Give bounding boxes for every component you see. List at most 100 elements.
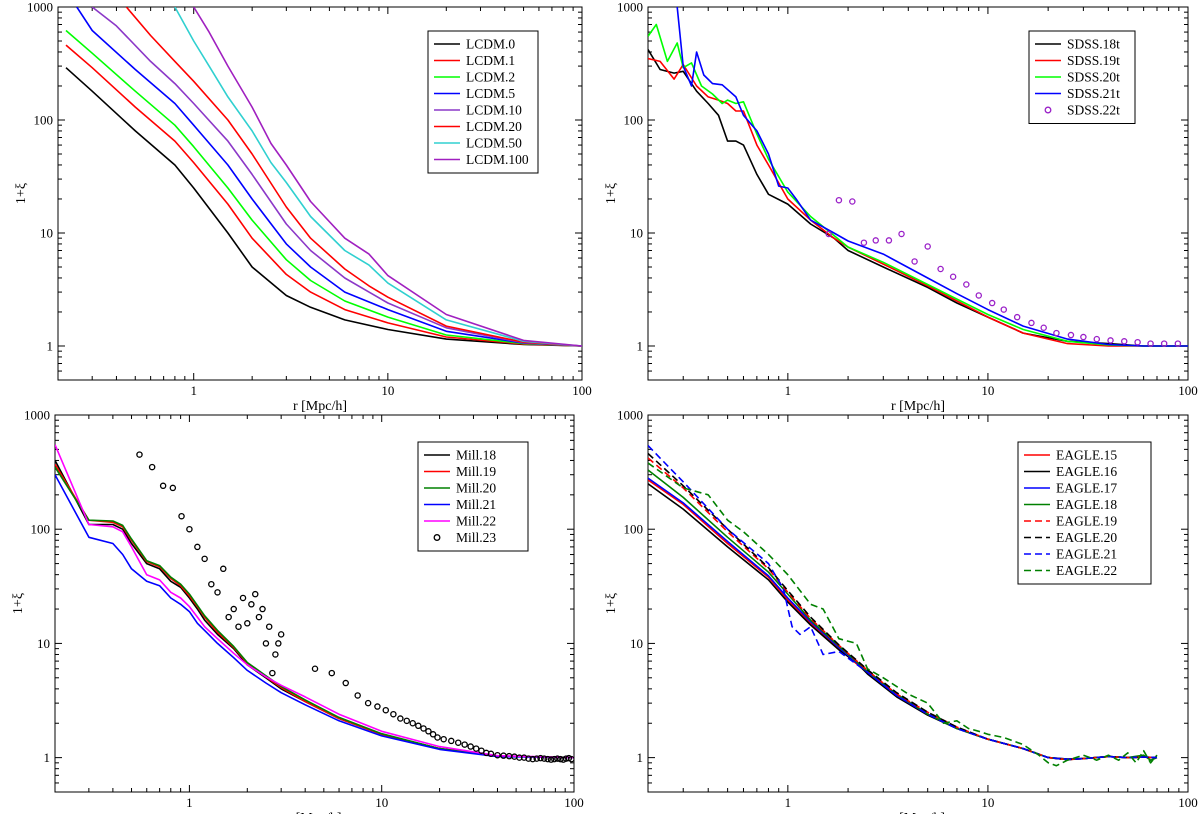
data-point [529,755,536,763]
series-line-eagle-22 [648,462,1158,767]
legend-label: LCDM.5 [466,86,515,101]
data-point [937,265,944,273]
x-axis-label: r [Mpc/h] [891,399,945,414]
series-line-mill-21 [55,474,574,759]
data-point [390,710,397,718]
data-point [311,665,319,673]
data-point [949,273,957,280]
data-point [239,594,247,602]
series-line-sdss-20t [648,23,1188,347]
data-point [835,196,843,204]
data-point [1134,338,1141,346]
data-point [275,640,282,647]
points-mill-23 [136,451,574,763]
y-tick-label: 1 [637,750,644,765]
legend-label: LCDM.20 [466,119,522,134]
data-point [214,589,221,596]
y-tick-label: 1000 [24,408,50,423]
y-tick-label: 1000 [617,408,643,423]
legend-label: SDSS.22t [1067,103,1120,118]
data-point [397,715,404,722]
data-point [540,755,548,762]
data-point [148,463,156,471]
data-point [924,243,931,250]
data-point [568,755,574,763]
data-point [872,237,879,244]
legend-label: Mill.21 [456,497,496,512]
x-tick-label: 100 [1178,795,1198,810]
series-line-lcdm-10 [91,7,582,347]
data-point [265,623,273,630]
legend-label: LCDM.0 [466,37,515,52]
series-line-lcdm-2 [65,29,582,347]
legend-label: EAGLE.15 [1056,448,1117,463]
y-tick-label: 1 [637,338,644,353]
legend-label: SDSS.21t [1067,86,1120,101]
data-point [382,706,390,714]
data-point [434,734,441,741]
data-point [454,739,462,746]
y-tick-label: 1000 [27,0,53,15]
x-tick-label: 1 [785,795,792,810]
data-point [1147,340,1154,347]
data-point [533,755,540,762]
data-point [537,754,544,762]
legend-swatch [1044,106,1052,114]
data-point [252,590,259,598]
y-tick-label: 1000 [617,0,643,15]
x-tick-label: 100 [572,383,592,398]
data-point [494,751,501,759]
x-tick-label: 1 [186,795,193,810]
series-line-mill-22 [55,444,574,759]
data-point [277,631,285,638]
series-line-lcdm-50 [174,7,582,347]
legend-box [1017,441,1152,585]
data-point [235,623,242,630]
series-line-sdss-21t [676,7,1188,347]
x-tick-label: 10 [381,383,394,398]
points-sdss-22t [825,196,1182,347]
legend-label: SDSS.19t [1067,53,1120,68]
data-point [248,601,255,608]
plot-frame [54,414,575,793]
data-point [269,669,276,677]
legend-label: EAGLE.20 [1056,530,1117,545]
data-point [403,717,411,725]
data-point [255,613,263,621]
data-point [461,741,468,748]
data-point [409,719,416,727]
data-point [328,669,336,677]
data-point [420,725,427,732]
legend-label: LCDM.1 [466,53,515,68]
y-tick-label: 1 [44,750,51,765]
data-point [374,703,381,710]
y-tick-label: 10 [630,636,643,651]
data-point [554,755,561,762]
data-point [208,580,215,588]
series-line-eagle-21 [648,445,1158,761]
series-line-sdss-19t [648,57,1188,347]
data-point [425,728,432,735]
data-point [440,735,447,743]
legend-label: Mill.19 [456,464,496,479]
legend-label: SDSS.18t [1067,37,1120,52]
data-point [136,451,143,458]
data-point [194,543,201,551]
legend-label: EAGLE.18 [1056,497,1117,512]
x-tick-label: 10 [981,383,994,398]
y-tick-label: 100 [31,522,51,537]
y-axis-label: 1+ξ [14,183,29,204]
data-point [911,258,918,265]
legend-label: EAGLE.19 [1056,514,1117,529]
series-line-lcdm-20 [125,7,582,347]
data-point [1013,313,1021,321]
plot-area [65,7,582,347]
plot-area [648,445,1158,767]
data-point [364,699,372,707]
